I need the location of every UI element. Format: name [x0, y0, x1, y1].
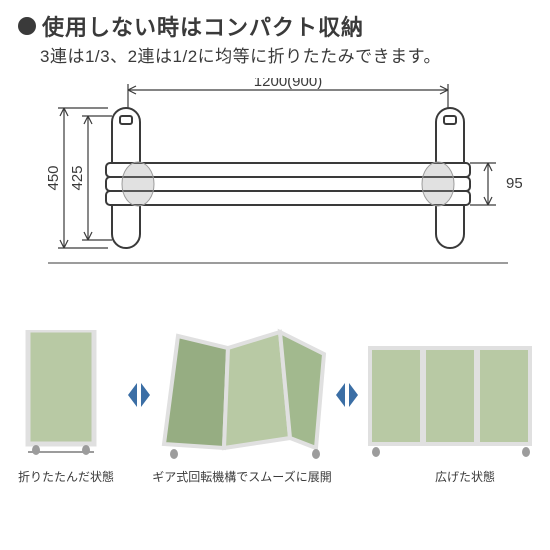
dim-width: 1200(900) — [254, 78, 322, 90]
thumbnails-row: 折りたたんだ状態 ギア式回転機構でスムーズに展開 — [0, 320, 550, 520]
thumb-open — [366, 344, 536, 464]
caption-mid: ギア式回転機構でスムーズに展開 — [142, 468, 342, 485]
dim-depth-inner: 425 — [69, 165, 86, 190]
thumb-expanding — [158, 326, 328, 466]
caption-folded: 折りたたんだ状態 — [16, 468, 116, 485]
technical-drawing: 1200(900) — [28, 78, 522, 278]
page-title: 使用しない時はコンパクト収納 — [42, 10, 364, 42]
arrow-icon — [336, 380, 358, 410]
dim-leg-offset: 95 — [506, 175, 522, 192]
dim-depth-outer: 450 — [45, 165, 62, 190]
thumb-folded — [18, 330, 108, 460]
caption-open: 広げた状態 — [420, 468, 510, 485]
title-row: 使用しない時はコンパクト収納 — [18, 10, 364, 42]
subtitle: 3連は1/3、2連は1/2に均等に折りたたみできます。 — [40, 42, 441, 67]
arrow-icon — [128, 380, 150, 410]
title-bullet-icon — [18, 17, 36, 35]
